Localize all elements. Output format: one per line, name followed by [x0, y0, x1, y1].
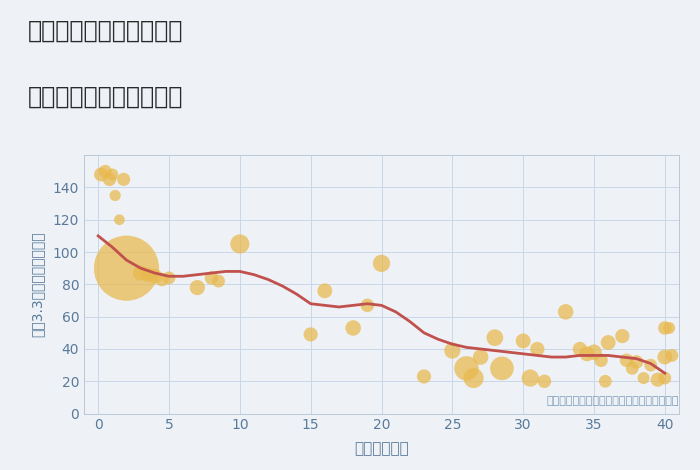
- Point: [581, 350, 592, 358]
- Point: [192, 284, 203, 291]
- Point: [156, 276, 167, 283]
- Point: [664, 324, 675, 332]
- Point: [574, 345, 585, 352]
- Point: [475, 353, 486, 361]
- Point: [621, 357, 632, 364]
- Point: [645, 361, 657, 369]
- Point: [319, 287, 330, 295]
- Point: [631, 358, 642, 366]
- Point: [118, 176, 130, 183]
- Point: [659, 353, 671, 361]
- X-axis label: 築年数（年）: 築年数（年）: [354, 441, 409, 456]
- Point: [95, 171, 106, 178]
- Point: [110, 192, 121, 199]
- Point: [121, 265, 132, 272]
- Point: [106, 171, 118, 178]
- Text: 円の大きさは、取引のあった物件面積を示す: 円の大きさは、取引のあった物件面積を示す: [547, 396, 679, 406]
- Y-axis label: 坪（3.3㎡）単価（万円）: 坪（3.3㎡）単価（万円）: [30, 232, 44, 337]
- Point: [626, 365, 638, 372]
- Point: [496, 365, 507, 372]
- Point: [468, 374, 480, 382]
- Point: [135, 269, 146, 277]
- Point: [600, 377, 611, 385]
- Point: [659, 374, 671, 382]
- Point: [532, 345, 543, 352]
- Point: [149, 273, 160, 280]
- Point: [560, 308, 571, 315]
- Point: [305, 331, 316, 338]
- Text: 築年数別中古戸建て価格: 築年数別中古戸建て価格: [28, 85, 183, 109]
- Point: [447, 347, 458, 354]
- Point: [489, 334, 500, 341]
- Point: [376, 259, 387, 267]
- Point: [419, 373, 430, 380]
- Point: [666, 352, 678, 359]
- Point: [348, 324, 359, 332]
- Point: [213, 277, 224, 285]
- Point: [142, 271, 153, 278]
- Point: [206, 274, 217, 282]
- Point: [617, 332, 628, 340]
- Point: [525, 374, 536, 382]
- Point: [461, 365, 472, 372]
- Point: [652, 376, 664, 384]
- Point: [596, 357, 607, 364]
- Point: [638, 374, 649, 382]
- Point: [114, 216, 125, 223]
- Point: [659, 324, 671, 332]
- Point: [589, 348, 600, 356]
- Point: [517, 337, 528, 345]
- Point: [603, 339, 614, 346]
- Point: [539, 377, 550, 385]
- Point: [362, 302, 373, 309]
- Point: [104, 176, 115, 183]
- Text: 大阪府堺市西区北条町の: 大阪府堺市西区北条町の: [28, 19, 183, 43]
- Point: [163, 274, 174, 282]
- Point: [234, 240, 246, 248]
- Point: [99, 167, 111, 175]
